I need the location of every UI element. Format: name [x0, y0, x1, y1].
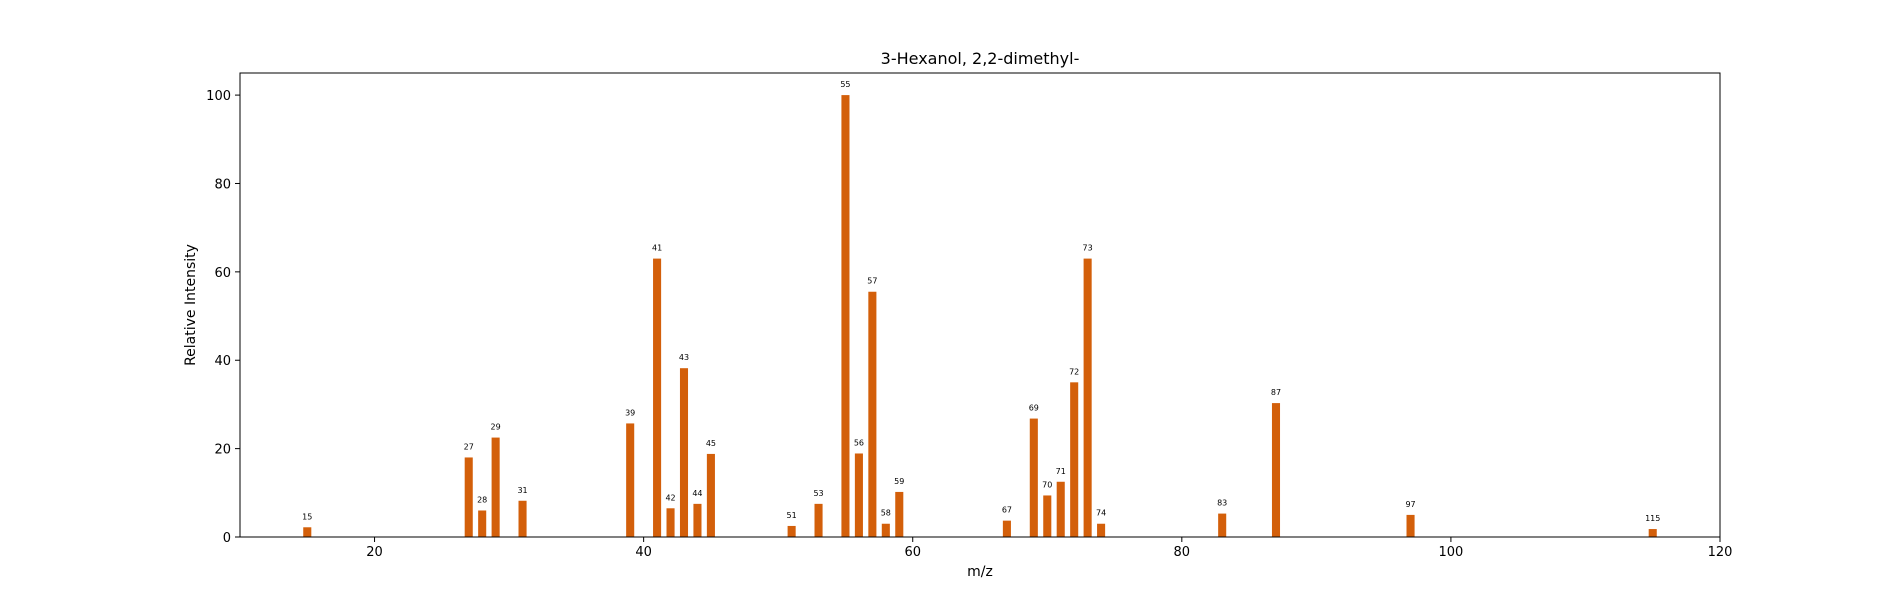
- bar-label-mz-53: 53: [813, 489, 823, 498]
- bar-label-mz-67: 67: [1002, 506, 1012, 515]
- bar-mz-69: [1029, 418, 1038, 537]
- bar-label-mz-72: 72: [1069, 367, 1079, 376]
- bar-label-mz-42: 42: [665, 493, 675, 502]
- bar-label-mz-57: 57: [867, 277, 877, 286]
- bar-label-mz-29: 29: [491, 423, 501, 432]
- x-tick-label: 120: [1708, 545, 1733, 560]
- bar-mz-56: [854, 453, 863, 537]
- y-tick-label: 0: [223, 531, 231, 546]
- bar-label-mz-97: 97: [1405, 500, 1415, 509]
- x-tick-label: 60: [904, 545, 921, 560]
- bar-mz-53: [814, 503, 823, 537]
- bar-label-mz-70: 70: [1042, 480, 1052, 489]
- y-tick-label: 80: [214, 177, 231, 192]
- bar-mz-73: [1083, 258, 1092, 537]
- chart-title: 3-Hexanol, 2,2-dimethyl-: [881, 49, 1080, 68]
- bar-labels-group: 15 27 28 29 31 39 41 42 43 44 45 51 53 55 56 57 58 59 67 69…: [302, 80, 1660, 523]
- y-tick-label: 100: [206, 89, 231, 104]
- bar-mz-31: [518, 500, 527, 537]
- bar-label-mz-115: 115: [1645, 514, 1660, 523]
- bar-mz-59: [895, 491, 904, 537]
- x-tick-label: 40: [635, 545, 652, 560]
- y-tick-label: 60: [214, 266, 231, 281]
- bar-label-mz-74: 74: [1096, 509, 1106, 518]
- bar-label-mz-71: 71: [1056, 467, 1066, 476]
- bar-mz-27: [464, 457, 473, 537]
- bar-mz-67: [1002, 520, 1011, 537]
- bar-label-mz-69: 69: [1029, 404, 1039, 413]
- bar-label-mz-51: 51: [787, 511, 797, 520]
- bar-mz-41: [653, 258, 662, 537]
- bar-mz-70: [1043, 495, 1052, 537]
- bar-label-mz-31: 31: [517, 486, 527, 495]
- y-tick-label: 40: [214, 354, 231, 369]
- bar-mz-87: [1271, 403, 1281, 537]
- bar-label-mz-43: 43: [679, 353, 689, 362]
- x-tick-label: 20: [366, 545, 383, 560]
- bar-label-mz-59: 59: [894, 477, 904, 486]
- bar-mz-74: [1097, 523, 1106, 537]
- bar-label-mz-83: 83: [1217, 499, 1227, 508]
- bar-mz-44: [693, 503, 702, 537]
- bar-label-mz-58: 58: [881, 509, 891, 518]
- bar-mz-15: [303, 527, 312, 537]
- bar-mz-57: [868, 291, 877, 537]
- bar-label-mz-27: 27: [464, 442, 474, 451]
- bar-mz-58: [881, 523, 890, 537]
- bar-mz-115: [1648, 529, 1657, 537]
- bar-mz-45: [706, 453, 715, 537]
- bar-label-mz-41: 41: [652, 244, 662, 253]
- bar-mz-55: [841, 95, 850, 537]
- bar-mz-97: [1406, 514, 1415, 537]
- bar-mz-39: [626, 423, 635, 537]
- bar-mz-83: [1218, 513, 1227, 537]
- bar-mz-28: [478, 510, 487, 537]
- bar-label-mz-73: 73: [1083, 244, 1093, 253]
- bar-label-mz-87: 87: [1271, 388, 1281, 397]
- bar-label-mz-39: 39: [625, 408, 635, 417]
- bar-mz-29: [491, 437, 500, 537]
- bar-label-mz-55: 55: [840, 80, 850, 89]
- x-tick-label: 100: [1438, 545, 1463, 560]
- bar-mz-42: [666, 508, 675, 537]
- bar-mz-43: [679, 368, 689, 537]
- bar-label-mz-44: 44: [692, 489, 702, 498]
- bar-label-mz-28: 28: [477, 495, 487, 504]
- bar-label-mz-15: 15: [302, 512, 312, 521]
- bar-label-mz-45: 45: [706, 439, 716, 448]
- bar-label-mz-56: 56: [854, 438, 864, 447]
- y-axis-label: Relative Intensity: [183, 244, 199, 366]
- bar-mz-71: [1056, 481, 1065, 537]
- bar-mz-51: [787, 525, 796, 537]
- bars-group: [303, 95, 1657, 537]
- y-axis: 0 20 40 60 80 100: [206, 89, 240, 546]
- bar-mz-72: [1070, 382, 1079, 537]
- x-axis-label: m/z: [967, 564, 993, 580]
- x-axis: 20 40 60 80 100 120: [366, 537, 1732, 560]
- x-tick-label: 80: [1174, 545, 1191, 560]
- plot-frame: [239, 72, 1721, 538]
- y-tick-label: 20: [214, 443, 231, 458]
